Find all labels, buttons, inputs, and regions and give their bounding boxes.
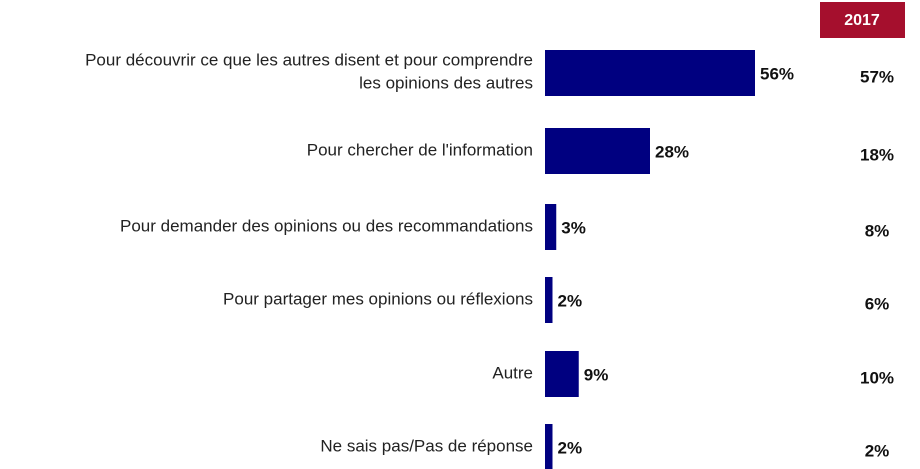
- comparison-value: 10%: [860, 368, 894, 387]
- value-label: 9%: [584, 365, 609, 384]
- comparison-header: 2017: [820, 2, 905, 38]
- value-label: 28%: [655, 142, 689, 161]
- category-label: Autre: [492, 363, 533, 382]
- value-label: 2%: [558, 438, 583, 457]
- value-label: 56%: [760, 64, 794, 83]
- value-label: 3%: [561, 218, 586, 237]
- comparison-value: 8%: [865, 221, 890, 240]
- category-label: Pour demander des opinions ou des recomm…: [120, 216, 533, 235]
- bar: [545, 128, 650, 174]
- value-label: 2%: [558, 291, 583, 310]
- comparison-value: 2%: [865, 441, 890, 460]
- comparison-value: 6%: [865, 294, 890, 313]
- category-label: Pour chercher de l'information: [307, 140, 533, 159]
- bar: [545, 424, 553, 469]
- bar: [545, 351, 579, 397]
- category-label: Ne sais pas/Pas de réponse: [320, 436, 533, 455]
- category-label: Pour découvrir ce que les autres disent …: [85, 51, 533, 93]
- bar: [545, 277, 553, 323]
- bar: [545, 204, 557, 250]
- bar: [545, 50, 755, 96]
- comparison-value: 57%: [860, 67, 894, 86]
- header-label: 2017: [844, 12, 880, 29]
- comparison-value: 18%: [860, 145, 894, 164]
- header-box: [820, 2, 905, 38]
- category-label: Pour partager mes opinions ou réflexions: [223, 289, 533, 308]
